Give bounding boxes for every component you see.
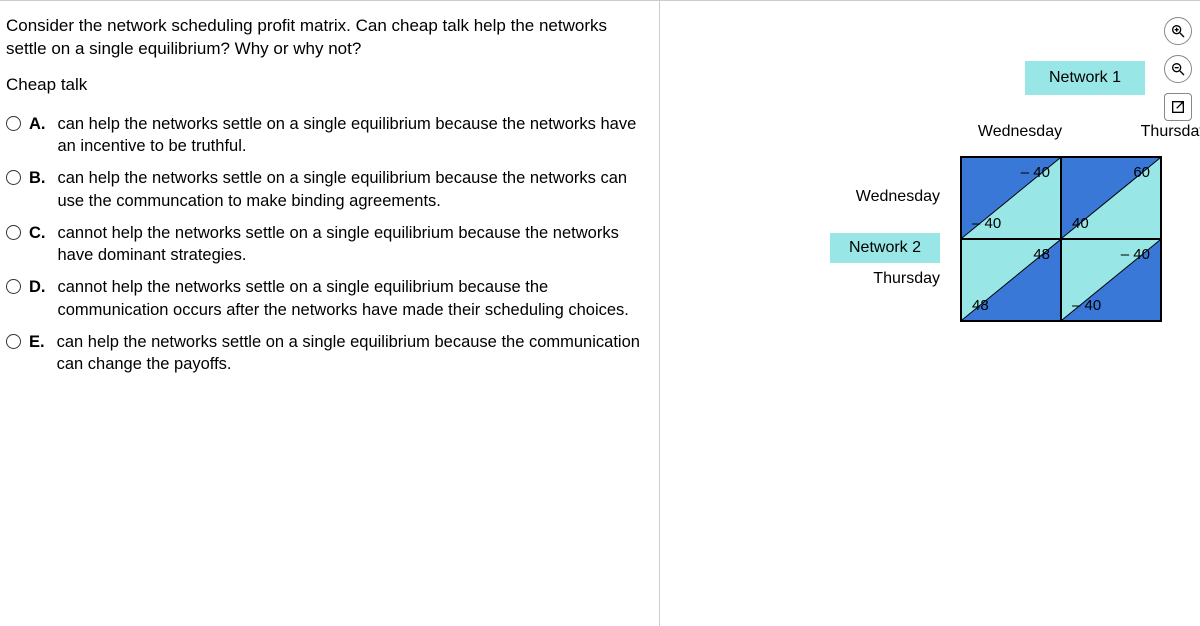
zoom-out-icon [1170, 61, 1186, 77]
row-header-wed: Wednesday [820, 156, 940, 238]
payoff-lower: – 40 [1072, 297, 1101, 314]
option-letter: C. [29, 222, 46, 244]
option-text: cannot help the networks settle on a sin… [58, 222, 642, 267]
radio-icon[interactable] [6, 116, 21, 131]
payoff-upper: – 40 [1021, 164, 1050, 181]
options-list: A. can help the networks settle on a sin… [6, 113, 641, 376]
payoff-upper: – 40 [1121, 246, 1150, 263]
popout-button[interactable] [1164, 93, 1192, 121]
option-c[interactable]: C. cannot help the networks settle on a … [6, 222, 641, 267]
zoom-out-button[interactable] [1164, 55, 1192, 83]
option-letter: D. [29, 276, 46, 298]
zoom-in-icon [1170, 23, 1186, 39]
option-d[interactable]: D. cannot help the networks settle on a … [6, 276, 641, 321]
cell-1: 60 40 [1061, 157, 1161, 239]
zoom-in-button[interactable] [1164, 17, 1192, 45]
option-a[interactable]: A. can help the networks settle on a sin… [6, 113, 641, 158]
col-headers: Wednesday Thursday [970, 123, 1200, 141]
option-letter: A. [29, 113, 46, 135]
payoff-lower: – 40 [972, 215, 1001, 232]
option-e[interactable]: E. can help the networks settle on a sin… [6, 331, 641, 376]
option-letter: E. [29, 331, 45, 353]
page: Consider the network scheduling profit m… [0, 0, 1200, 626]
option-text: can help the networks settle on a single… [57, 331, 641, 376]
cell-3: – 40 – 40 [1061, 239, 1161, 321]
option-b[interactable]: B. can help the networks settle on a sin… [6, 167, 641, 212]
figure-panel: Network 1 Wednesday Thursday Wednesday T… [660, 1, 1200, 626]
radio-icon[interactable] [6, 170, 21, 185]
question-panel: Consider the network scheduling profit m… [0, 1, 660, 626]
cell-2: 48 48 [961, 239, 1061, 321]
cell-0: – 40 – 40 [961, 157, 1061, 239]
toolbar [1164, 17, 1192, 121]
radio-icon[interactable] [6, 279, 21, 294]
question-text: Consider the network scheduling profit m… [6, 15, 641, 61]
payoff-upper: 60 [1133, 164, 1150, 181]
player-col-label: Network 1 [1025, 61, 1145, 95]
payoff-lower: 48 [972, 297, 989, 314]
option-text: can help the networks settle on a single… [58, 113, 642, 158]
popout-icon [1170, 99, 1186, 115]
payoff-lower: 40 [1072, 215, 1089, 232]
radio-icon[interactable] [6, 225, 21, 240]
player-row-label: Network 2 [830, 233, 940, 263]
lead-text: Cheap talk [6, 75, 641, 95]
payoff-grid: – 40 – 40 60 40 [960, 156, 1162, 322]
radio-icon[interactable] [6, 334, 21, 349]
col-header-wed: Wednesday [970, 123, 1070, 141]
option-text: cannot help the networks settle on a sin… [58, 276, 642, 321]
option-letter: B. [29, 167, 46, 189]
option-text: can help the networks settle on a single… [58, 167, 642, 212]
payoff-upper: 48 [1033, 246, 1050, 263]
col-header-thu: Thursday [1124, 123, 1200, 141]
